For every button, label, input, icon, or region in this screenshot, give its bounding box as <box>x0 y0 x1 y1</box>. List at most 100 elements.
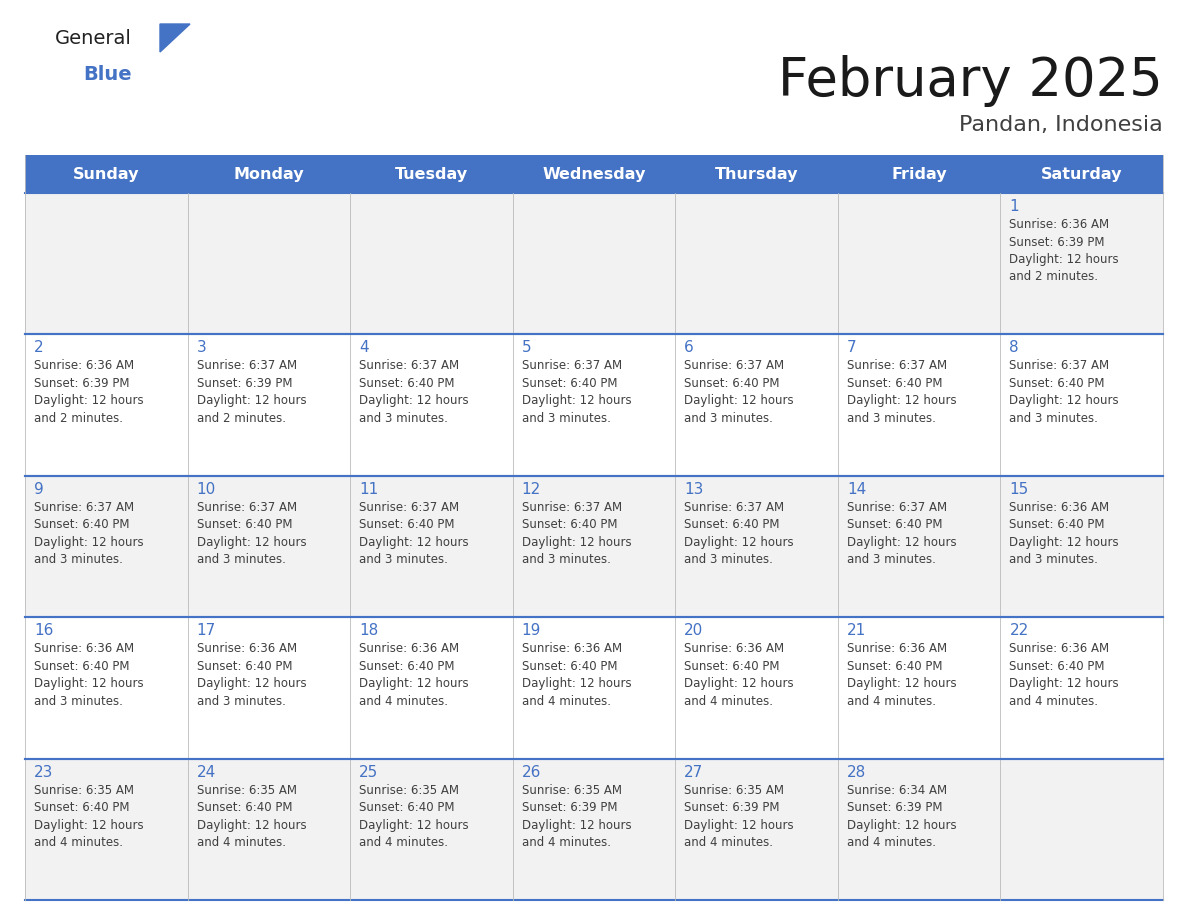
Text: Sunrise: 6:34 AM: Sunrise: 6:34 AM <box>847 784 947 797</box>
Text: Daylight: 12 hours: Daylight: 12 hours <box>847 819 956 832</box>
Text: Sunrise: 6:35 AM: Sunrise: 6:35 AM <box>359 784 459 797</box>
Text: Daylight: 12 hours: Daylight: 12 hours <box>684 536 794 549</box>
Text: and 3 minutes.: and 3 minutes. <box>1010 412 1098 425</box>
Text: Daylight: 12 hours: Daylight: 12 hours <box>684 677 794 690</box>
Text: 11: 11 <box>359 482 379 497</box>
Text: Sunrise: 6:36 AM: Sunrise: 6:36 AM <box>847 643 947 655</box>
Bar <box>25 155 1163 193</box>
Text: Sunset: 6:40 PM: Sunset: 6:40 PM <box>359 519 455 532</box>
Text: and 3 minutes.: and 3 minutes. <box>34 554 122 566</box>
Text: and 2 minutes.: and 2 minutes. <box>1010 271 1099 284</box>
Text: Sunrise: 6:36 AM: Sunrise: 6:36 AM <box>359 643 460 655</box>
Text: Sunset: 6:40 PM: Sunset: 6:40 PM <box>359 660 455 673</box>
Text: Sunrise: 6:37 AM: Sunrise: 6:37 AM <box>359 360 460 373</box>
Text: Sunset: 6:40 PM: Sunset: 6:40 PM <box>34 660 129 673</box>
Text: and 4 minutes.: and 4 minutes. <box>684 836 773 849</box>
Text: and 4 minutes.: and 4 minutes. <box>196 836 285 849</box>
Text: Daylight: 12 hours: Daylight: 12 hours <box>684 395 794 408</box>
Text: Sunrise: 6:36 AM: Sunrise: 6:36 AM <box>1010 643 1110 655</box>
Text: and 4 minutes.: and 4 minutes. <box>522 836 611 849</box>
Text: and 3 minutes.: and 3 minutes. <box>196 554 285 566</box>
Text: Sunset: 6:40 PM: Sunset: 6:40 PM <box>847 377 942 390</box>
Text: Daylight: 12 hours: Daylight: 12 hours <box>1010 395 1119 408</box>
Text: Sunrise: 6:36 AM: Sunrise: 6:36 AM <box>34 360 134 373</box>
Text: and 3 minutes.: and 3 minutes. <box>34 695 122 708</box>
Text: 18: 18 <box>359 623 379 638</box>
Text: Sunrise: 6:36 AM: Sunrise: 6:36 AM <box>34 643 134 655</box>
Text: and 3 minutes.: and 3 minutes. <box>359 554 448 566</box>
Text: Sunrise: 6:37 AM: Sunrise: 6:37 AM <box>847 360 947 373</box>
Text: 17: 17 <box>196 623 216 638</box>
Bar <box>25 617 1163 758</box>
Text: Wednesday: Wednesday <box>542 166 646 182</box>
Text: Daylight: 12 hours: Daylight: 12 hours <box>684 819 794 832</box>
Text: Friday: Friday <box>891 166 947 182</box>
Text: 21: 21 <box>847 623 866 638</box>
Text: and 3 minutes.: and 3 minutes. <box>847 554 936 566</box>
Text: Sunset: 6:40 PM: Sunset: 6:40 PM <box>359 801 455 814</box>
Text: 26: 26 <box>522 765 541 779</box>
Text: Sunrise: 6:36 AM: Sunrise: 6:36 AM <box>1010 218 1110 231</box>
Text: Sunset: 6:40 PM: Sunset: 6:40 PM <box>522 377 618 390</box>
Text: Sunrise: 6:37 AM: Sunrise: 6:37 AM <box>522 360 621 373</box>
Text: and 4 minutes.: and 4 minutes. <box>684 695 773 708</box>
Text: Daylight: 12 hours: Daylight: 12 hours <box>34 395 144 408</box>
Text: Sunset: 6:39 PM: Sunset: 6:39 PM <box>847 801 942 814</box>
Text: Daylight: 12 hours: Daylight: 12 hours <box>359 395 469 408</box>
Text: Daylight: 12 hours: Daylight: 12 hours <box>34 536 144 549</box>
Text: and 4 minutes.: and 4 minutes. <box>34 836 124 849</box>
Text: Sunset: 6:40 PM: Sunset: 6:40 PM <box>1010 660 1105 673</box>
Text: 13: 13 <box>684 482 703 497</box>
Text: Daylight: 12 hours: Daylight: 12 hours <box>847 536 956 549</box>
Text: Sunrise: 6:36 AM: Sunrise: 6:36 AM <box>1010 501 1110 514</box>
Text: 19: 19 <box>522 623 541 638</box>
Text: February 2025: February 2025 <box>778 55 1163 107</box>
Text: Daylight: 12 hours: Daylight: 12 hours <box>359 819 469 832</box>
Text: and 2 minutes.: and 2 minutes. <box>34 412 124 425</box>
Text: Daylight: 12 hours: Daylight: 12 hours <box>359 536 469 549</box>
Text: Sunrise: 6:37 AM: Sunrise: 6:37 AM <box>196 501 297 514</box>
Text: and 3 minutes.: and 3 minutes. <box>684 554 773 566</box>
Text: Sunset: 6:39 PM: Sunset: 6:39 PM <box>1010 236 1105 249</box>
Text: Sunset: 6:40 PM: Sunset: 6:40 PM <box>684 660 779 673</box>
Text: and 4 minutes.: and 4 minutes. <box>847 836 936 849</box>
Text: Daylight: 12 hours: Daylight: 12 hours <box>522 395 631 408</box>
Text: 1: 1 <box>1010 199 1019 214</box>
Text: Sunset: 6:40 PM: Sunset: 6:40 PM <box>684 377 779 390</box>
Text: Sunset: 6:39 PM: Sunset: 6:39 PM <box>522 801 618 814</box>
Text: Sunrise: 6:35 AM: Sunrise: 6:35 AM <box>684 784 784 797</box>
Text: General: General <box>55 28 132 48</box>
Text: Sunset: 6:40 PM: Sunset: 6:40 PM <box>196 660 292 673</box>
Text: Sunrise: 6:37 AM: Sunrise: 6:37 AM <box>684 360 784 373</box>
Text: 28: 28 <box>847 765 866 779</box>
Text: and 3 minutes.: and 3 minutes. <box>1010 554 1098 566</box>
Text: Daylight: 12 hours: Daylight: 12 hours <box>196 395 307 408</box>
Text: Daylight: 12 hours: Daylight: 12 hours <box>522 677 631 690</box>
Text: Sunset: 6:40 PM: Sunset: 6:40 PM <box>359 377 455 390</box>
Text: Sunrise: 6:36 AM: Sunrise: 6:36 AM <box>522 643 621 655</box>
Text: 14: 14 <box>847 482 866 497</box>
Text: 10: 10 <box>196 482 216 497</box>
Text: 3: 3 <box>196 341 207 355</box>
Text: and 2 minutes.: and 2 minutes. <box>196 412 285 425</box>
Text: 27: 27 <box>684 765 703 779</box>
Text: Daylight: 12 hours: Daylight: 12 hours <box>359 677 469 690</box>
Text: 25: 25 <box>359 765 379 779</box>
Text: 16: 16 <box>34 623 53 638</box>
Text: Sunset: 6:40 PM: Sunset: 6:40 PM <box>522 660 618 673</box>
Text: 4: 4 <box>359 341 368 355</box>
Text: Blue: Blue <box>83 64 132 84</box>
Text: Tuesday: Tuesday <box>394 166 468 182</box>
Text: 24: 24 <box>196 765 216 779</box>
Text: Sunrise: 6:37 AM: Sunrise: 6:37 AM <box>847 501 947 514</box>
Text: and 3 minutes.: and 3 minutes. <box>684 412 773 425</box>
Text: Daylight: 12 hours: Daylight: 12 hours <box>196 819 307 832</box>
Bar <box>25 758 1163 900</box>
Text: Sunrise: 6:37 AM: Sunrise: 6:37 AM <box>359 501 460 514</box>
Text: 15: 15 <box>1010 482 1029 497</box>
Text: Daylight: 12 hours: Daylight: 12 hours <box>847 395 956 408</box>
Text: 12: 12 <box>522 482 541 497</box>
Text: Sunset: 6:40 PM: Sunset: 6:40 PM <box>196 519 292 532</box>
Text: Sunset: 6:40 PM: Sunset: 6:40 PM <box>1010 519 1105 532</box>
Text: Sunset: 6:40 PM: Sunset: 6:40 PM <box>34 801 129 814</box>
